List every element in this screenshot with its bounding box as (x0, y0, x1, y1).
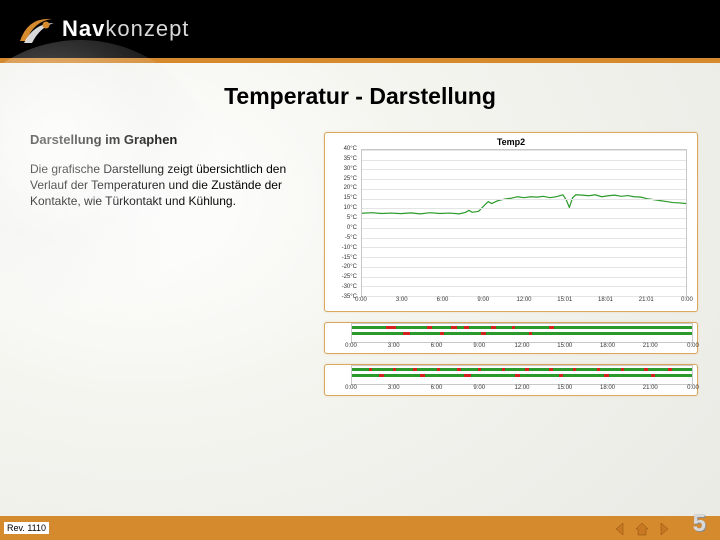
content-area: Darstellung im Graphen Die grafische Dar… (0, 110, 720, 396)
kuehlung-chart: Kuehlung (Grün=Ein / Rot=Aus) 0:003:006:… (324, 364, 698, 396)
home-icon[interactable] (634, 521, 650, 537)
section-subhead: Darstellung im Graphen (30, 132, 310, 147)
slide-nav-icons (612, 521, 672, 537)
text-column: Darstellung im Graphen Die grafische Dar… (30, 132, 310, 396)
header-bar: Navkonzept (0, 0, 720, 58)
temp-chart: Temp2 40°C35°C30°C25°C20°C15°C10°C5°C0°C… (324, 132, 698, 312)
logo-nav-part: Nav (62, 16, 105, 42)
page-title: Temperatur - Darstellung (0, 83, 720, 110)
temp-x-axis: 0:003:006:009:0012:0015:0118:0121:010:00 (361, 297, 687, 307)
temp-plot (361, 149, 687, 297)
next-slide-icon[interactable] (656, 521, 672, 537)
accent-divider (0, 58, 720, 63)
temp-line-svg (362, 150, 686, 296)
temp-plot-area: 40°C35°C30°C25°C20°C15°C10°C5°C0°C-5°C-1… (331, 149, 691, 307)
kuehlung-x-axis: 0:003:006:009:0012:0015:0018:0021:000:00 (351, 385, 693, 395)
kuehlung-plot (351, 365, 693, 385)
charts-column: Temp2 40°C35°C30°C25°C20°C15°C10°C5°C0°C… (324, 132, 698, 396)
tuer-chart: Tuer (Grün=Zu / Rot=Auf) 0:003:006:009:0… (324, 322, 698, 354)
page-number: 5 (693, 510, 706, 538)
tuer-plot (351, 323, 693, 343)
logo-text: Navkonzept (62, 16, 189, 42)
temp-y-axis: 40°C35°C30°C25°C20°C15°C10°C5°C0°C-5°C-1… (331, 149, 361, 297)
logo-konzept-part: konzept (105, 16, 189, 42)
logo-swoosh-icon (14, 11, 58, 47)
prev-slide-icon[interactable] (612, 521, 628, 537)
brand-logo: Navkonzept (14, 11, 189, 47)
temp-chart-title: Temp2 (331, 137, 691, 147)
tuer-x-axis: 0:003:006:009:0012:0015:0018:0021:000:00 (351, 343, 693, 353)
section-body: Die grafische Darstellung zeigt übersich… (30, 161, 310, 210)
revision-label: Rev. 1110 (4, 522, 49, 534)
